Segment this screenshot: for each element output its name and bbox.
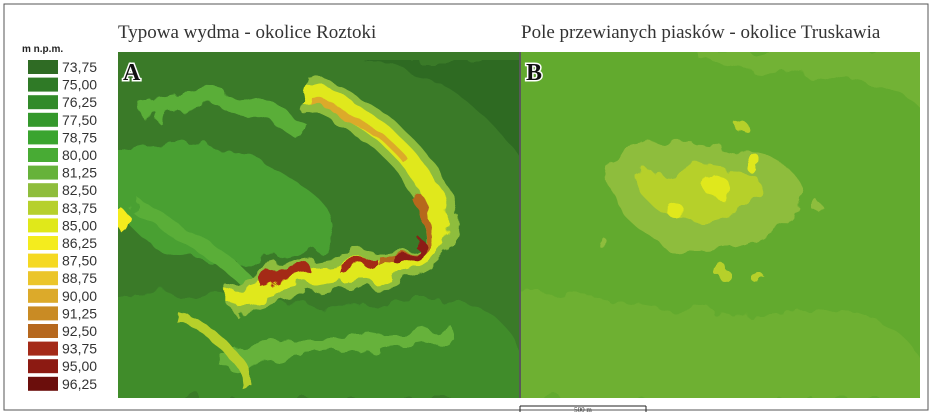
legend-label: 88,75 bbox=[62, 270, 97, 286]
legend-label: 92,50 bbox=[62, 323, 97, 339]
legend-swatch bbox=[28, 183, 58, 197]
map-a bbox=[100, 52, 530, 400]
legend-label: 95,00 bbox=[62, 358, 97, 374]
legend-title: m n.p.m. bbox=[22, 44, 63, 55]
panel-title: Pole przewianych piasków - okolice Trusk… bbox=[521, 22, 881, 43]
legend-swatch bbox=[28, 236, 58, 250]
scale-label: 500 m bbox=[574, 406, 592, 414]
legend-label: 93,75 bbox=[62, 341, 97, 357]
legend-swatch bbox=[28, 130, 58, 144]
legend-swatch bbox=[28, 324, 58, 338]
panel-letter: A bbox=[123, 60, 141, 86]
legend-swatch bbox=[28, 306, 58, 320]
legend-label: 73,75 bbox=[62, 59, 97, 75]
legend-label: 82,50 bbox=[62, 182, 97, 198]
legend-swatch bbox=[28, 201, 58, 215]
legend-label: 83,75 bbox=[62, 200, 97, 216]
legend-swatch bbox=[28, 289, 58, 303]
legend-swatch bbox=[28, 271, 58, 285]
legend-swatch bbox=[28, 218, 58, 232]
legend-swatch bbox=[28, 359, 58, 373]
legend-swatch bbox=[28, 113, 58, 127]
legend-swatch bbox=[28, 148, 58, 162]
legend-label: 85,00 bbox=[62, 217, 97, 233]
panel-letter: B bbox=[526, 60, 542, 86]
legend-swatch bbox=[28, 78, 58, 92]
legend-label: 90,00 bbox=[62, 288, 97, 304]
legend-swatch bbox=[28, 377, 58, 391]
panel-title: Typowa wydma - okolice Roztoki bbox=[118, 22, 376, 43]
legend-label: 75,00 bbox=[62, 77, 97, 93]
figure: Typowa wydma - okolice Roztoki Pole prze… bbox=[0, 0, 932, 416]
legend-swatch bbox=[28, 166, 58, 180]
legend-label: 81,25 bbox=[62, 165, 97, 181]
legend-label: 78,75 bbox=[62, 129, 97, 145]
legend-swatch bbox=[28, 60, 58, 74]
legend-label: 86,25 bbox=[62, 235, 97, 251]
legend-label: 80,00 bbox=[62, 147, 97, 163]
legend-label: 87,50 bbox=[62, 253, 97, 269]
map-b bbox=[510, 50, 930, 400]
legend-label: 91,25 bbox=[62, 305, 97, 321]
legend-swatch bbox=[28, 342, 58, 356]
legend-label: 96,25 bbox=[62, 376, 97, 392]
legend-label: 76,25 bbox=[62, 94, 97, 110]
legend-label: 77,50 bbox=[62, 112, 97, 128]
legend-swatch bbox=[28, 95, 58, 109]
legend-swatch bbox=[28, 254, 58, 268]
